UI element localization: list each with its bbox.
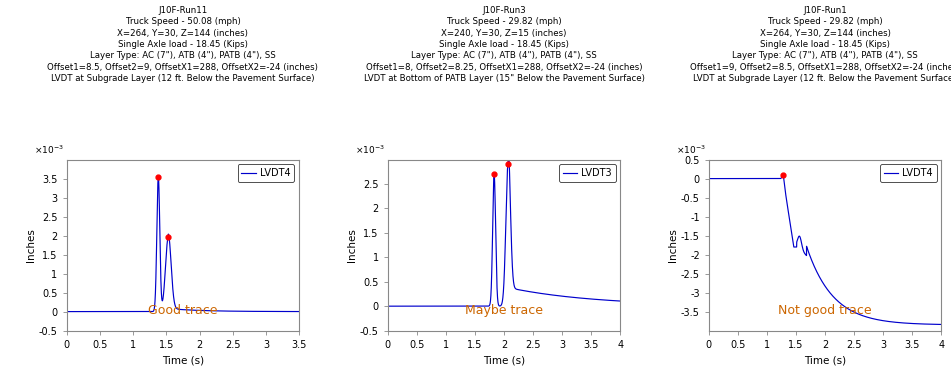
LVDT4 [888,320,900,325]
Y-axis label: Inches: Inches [347,228,357,262]
LVDT3 [394,304,405,309]
LVDT4 [233,309,244,314]
LVDT3 [554,294,566,298]
Line: LVDT3: LVDT3 [388,145,620,306]
LVDT3 [519,289,531,293]
LVDT3 [614,299,626,303]
Text: $\times 10^{-3}$: $\times 10^{-3}$ [34,144,64,156]
Text: $\times 10^{-3}$: $\times 10^{-3}$ [355,144,385,156]
LVDT3 [466,304,477,309]
Text: $\times 10^{-3}$: $\times 10^{-3}$ [676,144,706,156]
LVDT4 [61,309,72,314]
X-axis label: Time (s): Time (s) [805,355,846,365]
Legend: LVDT4: LVDT4 [238,165,295,182]
Legend: LVDT3: LVDT3 [558,165,615,182]
LVDT4 [208,309,220,313]
LVDT3 [502,142,514,147]
LVDT4 [841,306,852,310]
LVDT4 [245,309,257,314]
Y-axis label: Inches: Inches [26,228,36,262]
Line: LVDT4: LVDT4 [67,177,300,312]
LVDT3 [567,295,578,299]
LVDT4 [851,311,863,316]
LVDT4 [72,309,84,314]
LVDT4 [146,309,157,314]
LVDT4 [294,309,305,314]
LVDT4 [787,241,799,245]
LVDT4 [936,322,947,327]
LVDT4 [715,176,727,181]
Text: J10F-Run3
Truck Speed - 29.82 (mph)
X=240, Y=30, Z=15 (inches)
Single Axle load : J10F-Run3 Truck Speed - 29.82 (mph) X=24… [363,6,645,83]
Y-axis label: Inches: Inches [668,228,678,262]
Line: LVDT4: LVDT4 [708,175,941,325]
Text: Good trace: Good trace [148,304,218,317]
X-axis label: Time (s): Time (s) [162,355,204,365]
Text: J10F-Run1
Truck Speed - 29.82 (mph)
X=264, Y=30, Z=144 (inches)
Single Axle load: J10F-Run1 Truck Speed - 29.82 (mph) X=26… [689,6,951,83]
LVDT3 [530,290,541,295]
LVDT4 [152,174,164,179]
Legend: LVDT4: LVDT4 [880,165,937,182]
LVDT4 [778,173,789,177]
Text: Not good trace: Not good trace [778,304,872,317]
Text: Maybe trace: Maybe trace [465,304,543,317]
X-axis label: Time (s): Time (s) [483,355,525,365]
LVDT4 [199,308,210,313]
LVDT4 [703,176,714,181]
LVDT4 [876,318,887,323]
Text: J10F-Run11
Truck Speed - 50.08 (mph)
X=264, Y=30, Z=144 (inches)
Single Axle loa: J10F-Run11 Truck Speed - 50.08 (mph) X=2… [48,6,319,83]
LVDT3 [382,304,394,309]
